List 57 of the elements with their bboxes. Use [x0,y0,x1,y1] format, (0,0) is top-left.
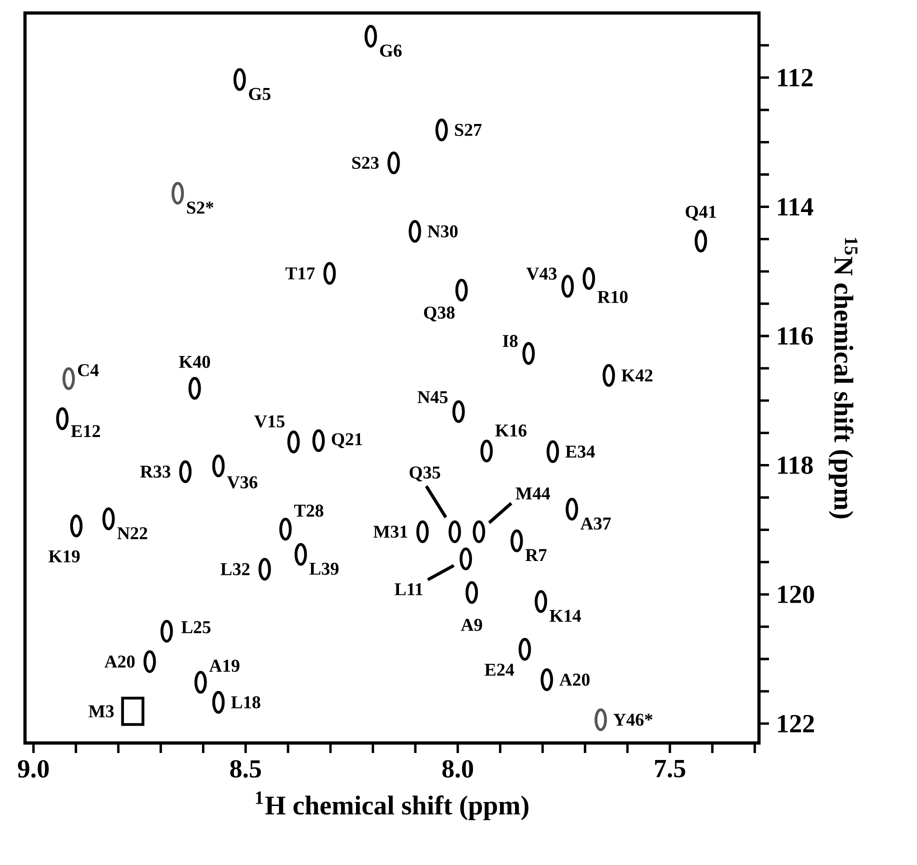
annotation: L39 [309,562,339,575]
annotation: G6 [380,44,402,57]
annotation: A20 [559,674,590,686]
annotation: V43 [526,268,557,280]
annotation: K19 [48,550,80,562]
annotation: T28 [294,504,324,517]
annotation: Y46* [613,714,652,726]
y-tick-label: 120 [778,586,814,604]
y-tick-label: 122 [778,715,814,732]
annotation: A9 [460,618,482,631]
annotation: I8 [502,334,518,348]
x-tick-label: 8.0 [442,760,474,778]
annotation: E24 [484,664,514,676]
x-tick-label: 8.5 [230,760,261,778]
annotation: K14 [550,610,581,622]
annotation: C4 [78,364,99,376]
annotation: A19 [209,660,240,672]
annotation: G5 [248,88,270,100]
annotation: L18 [231,696,260,708]
annotation: V15 [254,415,284,428]
annotation: M31 [373,526,408,538]
y-tick-label: 114 [778,198,814,216]
x-axis-title: $^{1}$H chemical shift (ppm) [256,791,528,820]
annotation: N45 [418,391,448,404]
annotation: L32 [220,563,250,576]
annotation: Q41 [686,206,716,221]
annotation: N22 [117,527,148,540]
annotation: K42 [622,369,652,382]
annotation: M44 [516,487,550,500]
annotation: L11 [394,583,422,596]
annotation: T17 [286,267,315,280]
annotation: N30 [428,225,458,238]
annotation: S2* [187,202,214,214]
annotation: S27 [455,124,482,136]
annotation: Q35 [410,466,440,482]
y-tick-label: 112 [778,68,813,86]
annotation: E34 [566,446,595,458]
annotation: S23 [352,156,379,169]
annotation: K16 [495,424,526,437]
annotation: Q21 [332,433,362,448]
annotation: K40 [179,356,210,368]
y-tick-label: 116 [778,327,813,345]
x-tick-label: 9.0 [18,760,49,778]
point [121,696,144,726]
annotation: Q38 [424,306,455,322]
x-tick-label: 7.5 [655,760,686,778]
annotation: R7 [525,549,547,561]
annotation: V36 [227,476,258,488]
annotation: R33 [140,466,170,478]
annotation: L25 [181,621,210,634]
annotation: E12 [71,425,100,438]
annotation: M3 [88,705,114,718]
annotation: R10 [598,290,628,304]
annotation: A37 [580,518,611,530]
annotation: A20 [104,656,135,668]
y-axis-title: $^{15}$N chemical shift (ppm) [828,238,858,518]
y-tick-label: 118 [778,456,813,474]
